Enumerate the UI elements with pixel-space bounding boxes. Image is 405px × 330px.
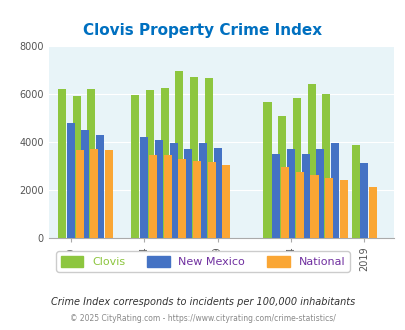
Bar (140, 137, 148, 238)
Bar (75, 150, 83, 238)
Bar (175, 71, 183, 238)
Bar (213, 148, 221, 238)
Bar (207, 162, 215, 238)
Bar (301, 154, 309, 238)
Text: Crime Index corresponds to incidents per 100,000 inhabitants: Crime Index corresponds to incidents per… (51, 297, 354, 307)
Bar (72, 96, 81, 238)
Bar (178, 159, 186, 238)
Bar (190, 77, 198, 238)
Bar (324, 178, 333, 238)
Bar (277, 115, 286, 238)
Bar (204, 79, 212, 238)
Bar (315, 149, 324, 238)
Bar (307, 84, 315, 238)
Bar (149, 155, 157, 238)
Bar (368, 187, 376, 238)
Bar (198, 143, 207, 238)
Bar (351, 146, 359, 238)
Bar (330, 143, 338, 238)
Bar (339, 180, 347, 238)
Bar (295, 172, 303, 238)
Bar (87, 89, 95, 238)
Bar (104, 150, 113, 238)
Bar (272, 154, 280, 238)
Bar (160, 88, 168, 238)
Bar (280, 167, 288, 238)
Bar (222, 165, 230, 238)
Text: Clovis Property Crime Index: Clovis Property Crime Index (83, 23, 322, 38)
Bar (96, 135, 104, 238)
Bar (263, 102, 271, 238)
Bar (169, 143, 177, 238)
Bar (90, 149, 98, 238)
Bar (154, 140, 162, 238)
Legend: Clovis, New Mexico, National: Clovis, New Mexico, National (56, 251, 349, 272)
Bar (286, 149, 294, 238)
Bar (81, 130, 89, 238)
Bar (66, 123, 75, 238)
Bar (322, 94, 330, 238)
Bar (360, 163, 368, 238)
Bar (192, 161, 200, 238)
Bar (184, 149, 192, 238)
Bar (310, 176, 318, 238)
Bar (292, 98, 300, 238)
Bar (131, 95, 139, 238)
Bar (163, 155, 171, 238)
Bar (58, 89, 66, 238)
Bar (146, 90, 154, 238)
Text: © 2025 CityRating.com - https://www.cityrating.com/crime-statistics/: © 2025 CityRating.com - https://www.city… (70, 314, 335, 323)
